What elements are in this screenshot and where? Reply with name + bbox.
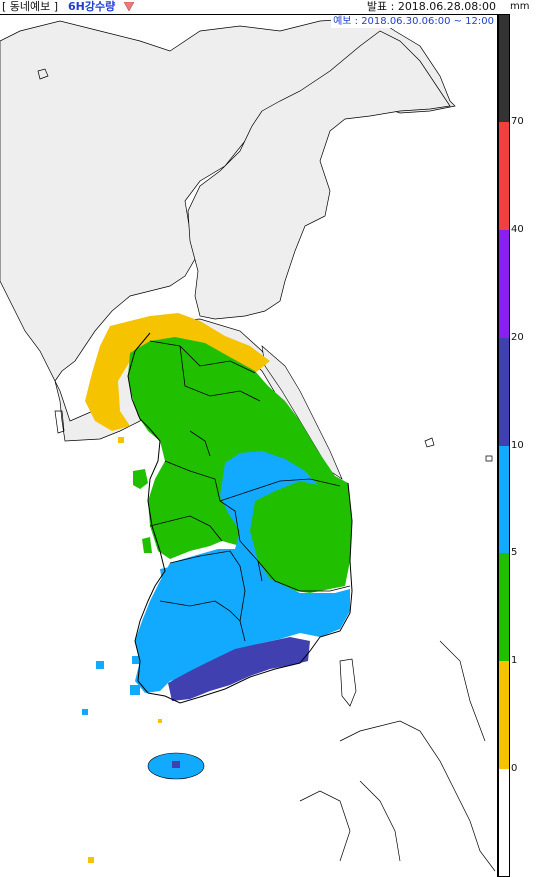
legend-label-40: 40 [511,224,524,235]
legend-label-70: 70 [511,116,524,127]
issue-time: 발표 : 2018.06.28.08:00 [366,0,496,13]
header-bar: [ 동네예보 ] 6H강수량 발표 : 2018.06.28.08:00 mm [0,0,536,14]
rainfall-legend-colorbar [498,14,510,877]
south-korea-coastline [127,332,353,704]
rain-pixel-0mm [88,857,94,863]
land-no-rain-east-coast [261,345,343,480]
legend-step-0 [498,661,510,769]
offshore-islands [37,68,496,872]
legend-step-20 [498,230,510,338]
map-panel[interactable] [0,14,498,877]
legend-step-10 [498,338,510,446]
korea-peninsula-map [0,18,496,872]
legend-label-1: 1 [511,655,518,666]
rain-zone-1mm-west-islands [133,467,172,553]
rain-zone-0mm [85,313,270,431]
rain-pixel-10mm [172,761,180,768]
legend-label-5: 5 [511,547,518,558]
legend-step-5 [498,446,510,553]
legend-step-40 [498,122,510,230]
unit-label: mm [510,1,530,12]
legend-step-none [498,769,510,877]
legend-label-10: 10 [511,440,524,451]
rain-zone-5mm [135,451,350,693]
rain-pixel-0mm [118,437,124,443]
legend-label-20: 20 [511,332,524,343]
triangle-down-icon[interactable] [124,2,134,11]
legend-step-70 [498,14,510,122]
legend-label-0: 0 [511,763,518,774]
rain-zone-10mm [168,637,310,701]
land-no-rain-northeast [187,30,451,320]
legend-step-1 [498,553,510,661]
rain-pixel-0mm [158,719,162,723]
province-boundaries [149,340,351,642]
tab-village-forecast[interactable]: [ 동네예보 ] [2,0,59,13]
forecast-valid-time: 예보 : 2018.06.30.06:00 ~ 12:00 [331,15,496,28]
variable-selector-6h-rainfall[interactable]: 6H강수량 [68,0,116,13]
